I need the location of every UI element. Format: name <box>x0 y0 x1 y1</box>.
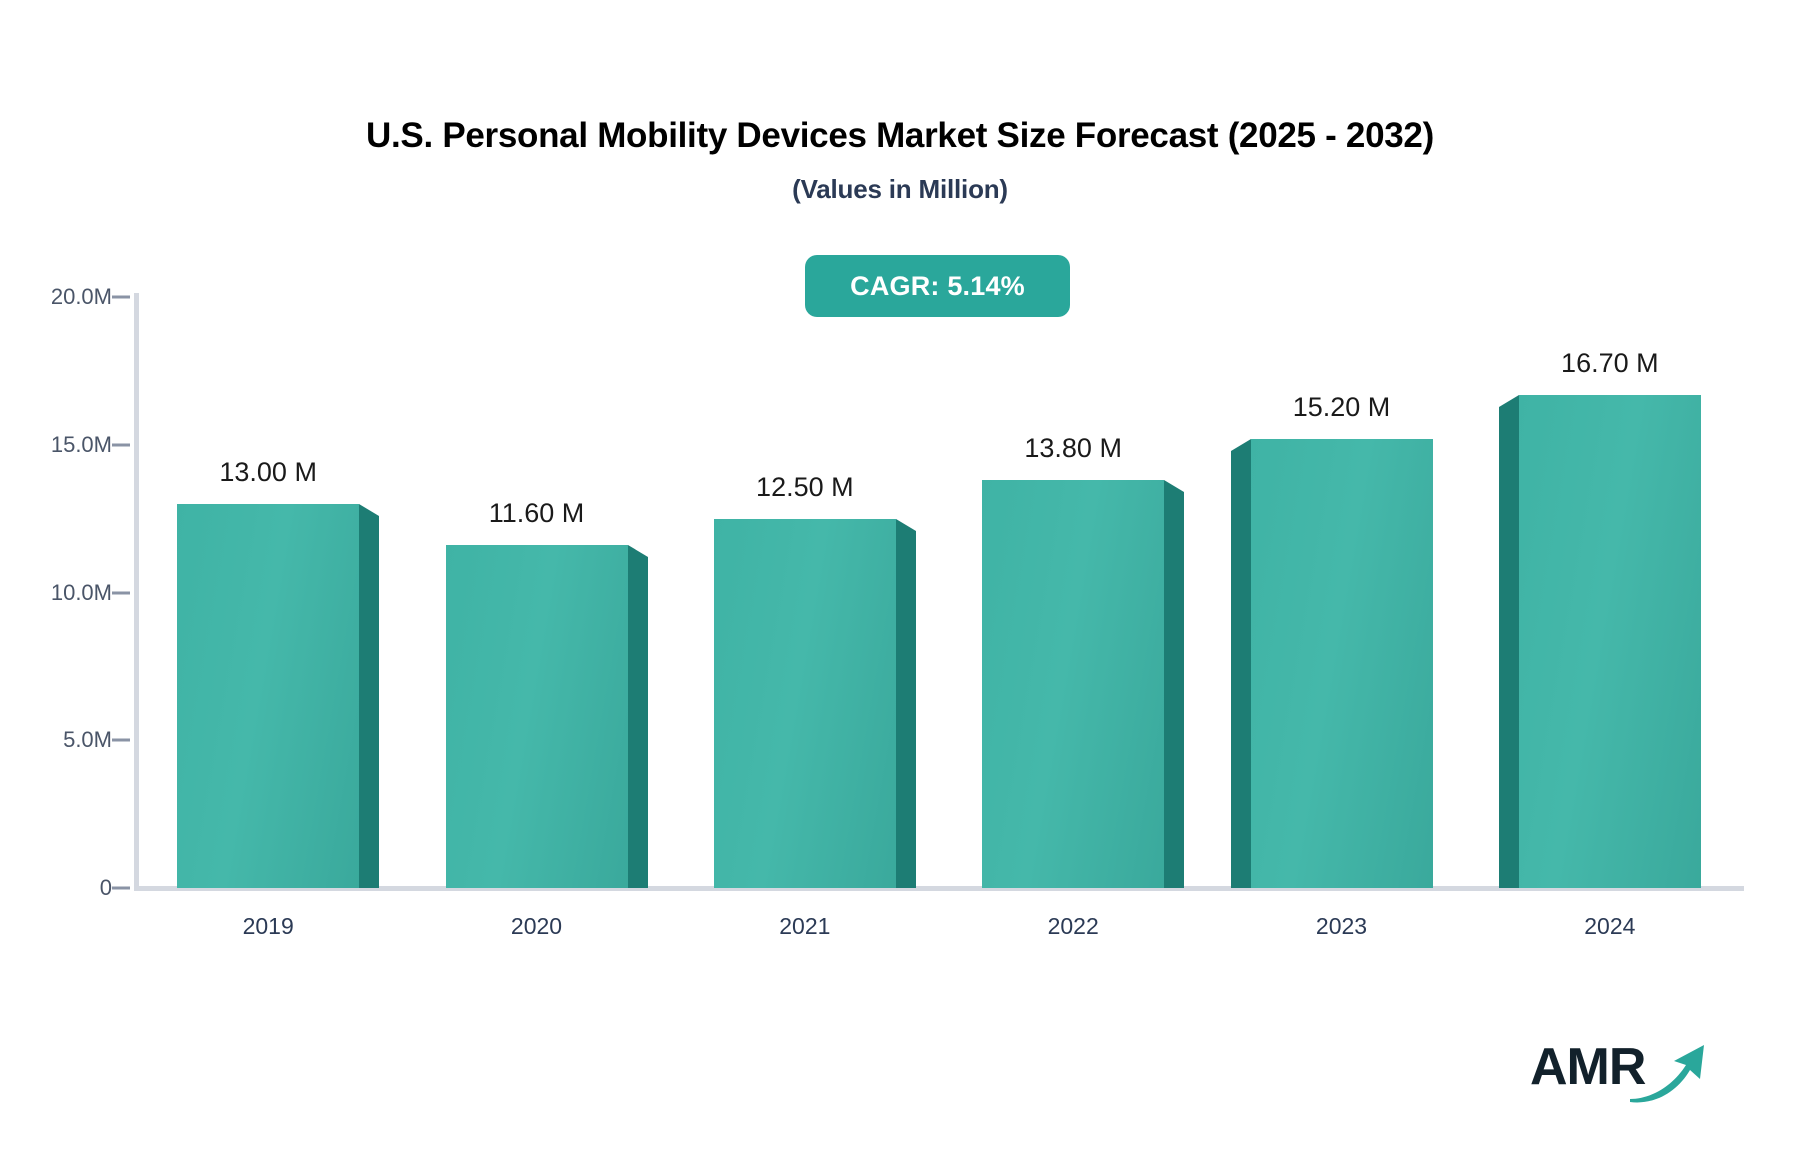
x-axis-tick-label: 2020 <box>510 913 563 939</box>
bar-value-label: 13.00 M <box>219 456 317 487</box>
cagr-badge-label: CAGR: 5.14% <box>850 270 1025 301</box>
bar-side-cap <box>895 518 916 531</box>
bar-side-face-right <box>627 545 648 888</box>
bar-front-face <box>445 545 628 888</box>
page-subtitle: (Values in Million) <box>792 174 1008 204</box>
bar-side-face-right <box>895 518 916 888</box>
y-axis-tick-label: 0 <box>99 875 112 900</box>
y-axis-tick-label: 10.0M <box>50 579 112 605</box>
page-title: U.S. Personal Mobility Devices Market Si… <box>366 116 1434 155</box>
x-axis-tick-label: 2019 <box>242 913 294 939</box>
bar-side-cap <box>1498 394 1519 407</box>
bar-2024[interactable] <box>1498 394 1701 888</box>
bar-2019[interactable] <box>177 503 380 888</box>
amr-logo-text: AMR <box>1530 1038 1646 1096</box>
x-axis-tick-label: 2022 <box>1047 913 1099 939</box>
trending-up-arrow-icon <box>1628 1039 1710 1110</box>
bar-2020[interactable] <box>445 545 648 888</box>
bar-side-cap <box>627 545 648 558</box>
x-axis-tick-label: 2023 <box>1315 913 1368 939</box>
y-axis-line <box>134 293 139 891</box>
bar-side-face-right <box>359 503 380 888</box>
bar-side-cap <box>1164 480 1185 493</box>
bar-value-label: 12.50 M <box>756 471 854 502</box>
x-axis-tick-label: 2024 <box>1584 913 1636 939</box>
x-axis-line <box>134 886 1744 891</box>
y-axis-tick-label: 5.0M <box>63 727 112 753</box>
bar-2021[interactable] <box>713 518 916 888</box>
y-axis-tick-label: 20.0M <box>50 284 112 309</box>
y-axis-tick-mark <box>112 738 130 742</box>
bar-value-label: 11.60 M <box>488 498 585 529</box>
bar-side-cap <box>1230 438 1251 451</box>
x-axis-tick-label: 2021 <box>779 913 831 939</box>
bar-2023[interactable] <box>1230 438 1433 888</box>
y-axis-tick-mark <box>112 295 130 299</box>
y-axis-tick-mark <box>112 443 130 447</box>
bar-side-face-left <box>1498 394 1519 888</box>
bar-front-face <box>1250 438 1433 888</box>
bar-value-label: 16.70 M <box>1561 347 1659 378</box>
bar-front-face <box>982 480 1165 888</box>
y-axis-tick-mark <box>112 591 130 594</box>
bar-side-face-left <box>1230 438 1251 888</box>
bar-side-cap <box>359 503 380 516</box>
bar-front-face <box>713 518 896 888</box>
bar-value-label: 13.80 M <box>1024 433 1122 464</box>
y-axis-tick-label: 15.0M <box>50 431 112 457</box>
bar-side-face-right <box>1164 480 1185 888</box>
bar-front-face <box>1518 394 1701 888</box>
bar-2022[interactable] <box>982 480 1185 888</box>
amr-logo: AMR <box>1530 1035 1710 1115</box>
bar-value-label: 15.20 M <box>1292 391 1391 422</box>
y-axis-tick-mark <box>112 886 130 890</box>
bar-front-face <box>177 503 360 888</box>
cagr-badge: CAGR: 5.14% <box>805 255 1070 317</box>
